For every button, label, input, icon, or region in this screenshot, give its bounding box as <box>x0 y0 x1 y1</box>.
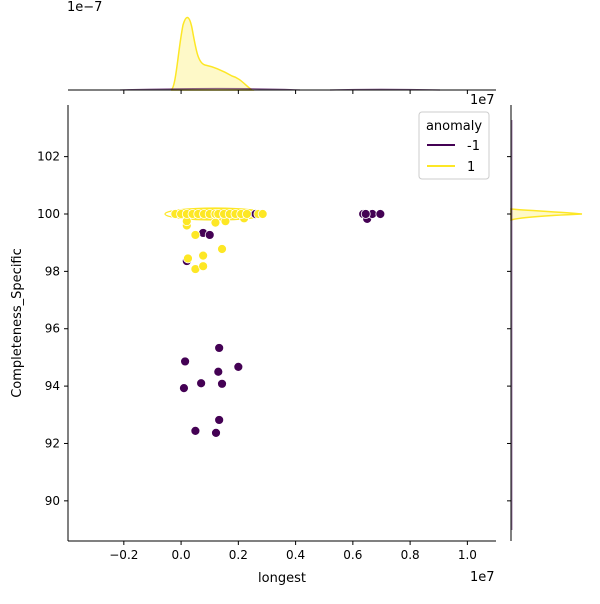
scatter-point-anomaly-neg1 <box>233 361 244 372</box>
x-tick-label: 1.0 <box>458 548 477 562</box>
scatter-point-anomaly-neg1 <box>211 427 221 438</box>
scatter-point-anomaly-neg1 <box>360 209 371 219</box>
kde-right-anomaly-1 <box>510 208 583 222</box>
scatter-point-anomaly-neg1 <box>179 383 189 394</box>
x-tick-label: −0.2 <box>109 548 138 562</box>
x-axis-label: longest <box>258 571 306 586</box>
scatter-points <box>170 209 386 438</box>
scatter-point-anomaly-1 <box>183 253 193 264</box>
x-tick-label: 0.8 <box>401 548 420 562</box>
legend-label-neg1: -1 <box>467 139 480 154</box>
scatter-point-anomaly-neg1 <box>214 343 225 353</box>
scatter-point-anomaly-neg1 <box>214 415 225 425</box>
scatter-point-anomaly-1 <box>257 209 268 219</box>
x-tick-label: 0.0 <box>172 548 191 562</box>
y-axis-label: Completeness_Specific <box>10 248 25 398</box>
scatter-point-anomaly-neg1 <box>180 356 190 367</box>
y-tick-label: 98 <box>45 264 60 278</box>
x-tick-label: 0.4 <box>286 548 305 562</box>
legend-title: anomaly <box>426 119 482 134</box>
scatter-point-anomaly-neg1 <box>213 366 224 377</box>
scatter-point-anomaly-1 <box>217 244 227 254</box>
scatter-point-anomaly-neg1 <box>196 378 207 389</box>
scatter-point-anomaly-neg1 <box>217 378 227 389</box>
scatter-point-anomaly-neg1 <box>204 230 215 240</box>
right-marginal-kde <box>510 120 583 530</box>
kde-top-anomaly-1 <box>170 16 255 91</box>
legend-label-1: 1 <box>467 160 475 175</box>
y-tick-label: 96 <box>45 322 60 336</box>
x-offset-label-top: 1e7 <box>470 93 495 108</box>
x-tick-label: 0.2 <box>229 548 248 562</box>
x-tick-label: 0.6 <box>343 548 362 562</box>
y-tick-label: 92 <box>45 436 60 450</box>
x-offset-label: 1e7 <box>470 570 495 585</box>
y-tick-label: 100 <box>37 207 60 221</box>
legend: anomaly -1 1 <box>418 111 490 180</box>
scatter-point-anomaly-neg1 <box>190 425 201 436</box>
y-tick-label: 90 <box>45 494 60 508</box>
scatter-point-anomaly-1 <box>190 230 201 240</box>
axes: −0.2 0.0 0.2 0.4 0.6 0.8 1.0 90 92 94 96 98 100 102 <box>37 89 512 562</box>
scatter-point-anomaly-1 <box>210 217 221 228</box>
y-tick-label: 94 <box>45 379 60 393</box>
scatter-point-anomaly-neg1 <box>375 209 386 219</box>
y-tick-label: 102 <box>37 150 60 164</box>
top-marginal-offset-label: 1e−7 <box>67 0 102 15</box>
scatter-point-anomaly-1 <box>198 250 209 261</box>
scatter-point-anomaly-1 <box>242 209 252 219</box>
scatter-point-anomaly-1 <box>198 261 209 272</box>
top-marginal-kde <box>119 16 441 91</box>
